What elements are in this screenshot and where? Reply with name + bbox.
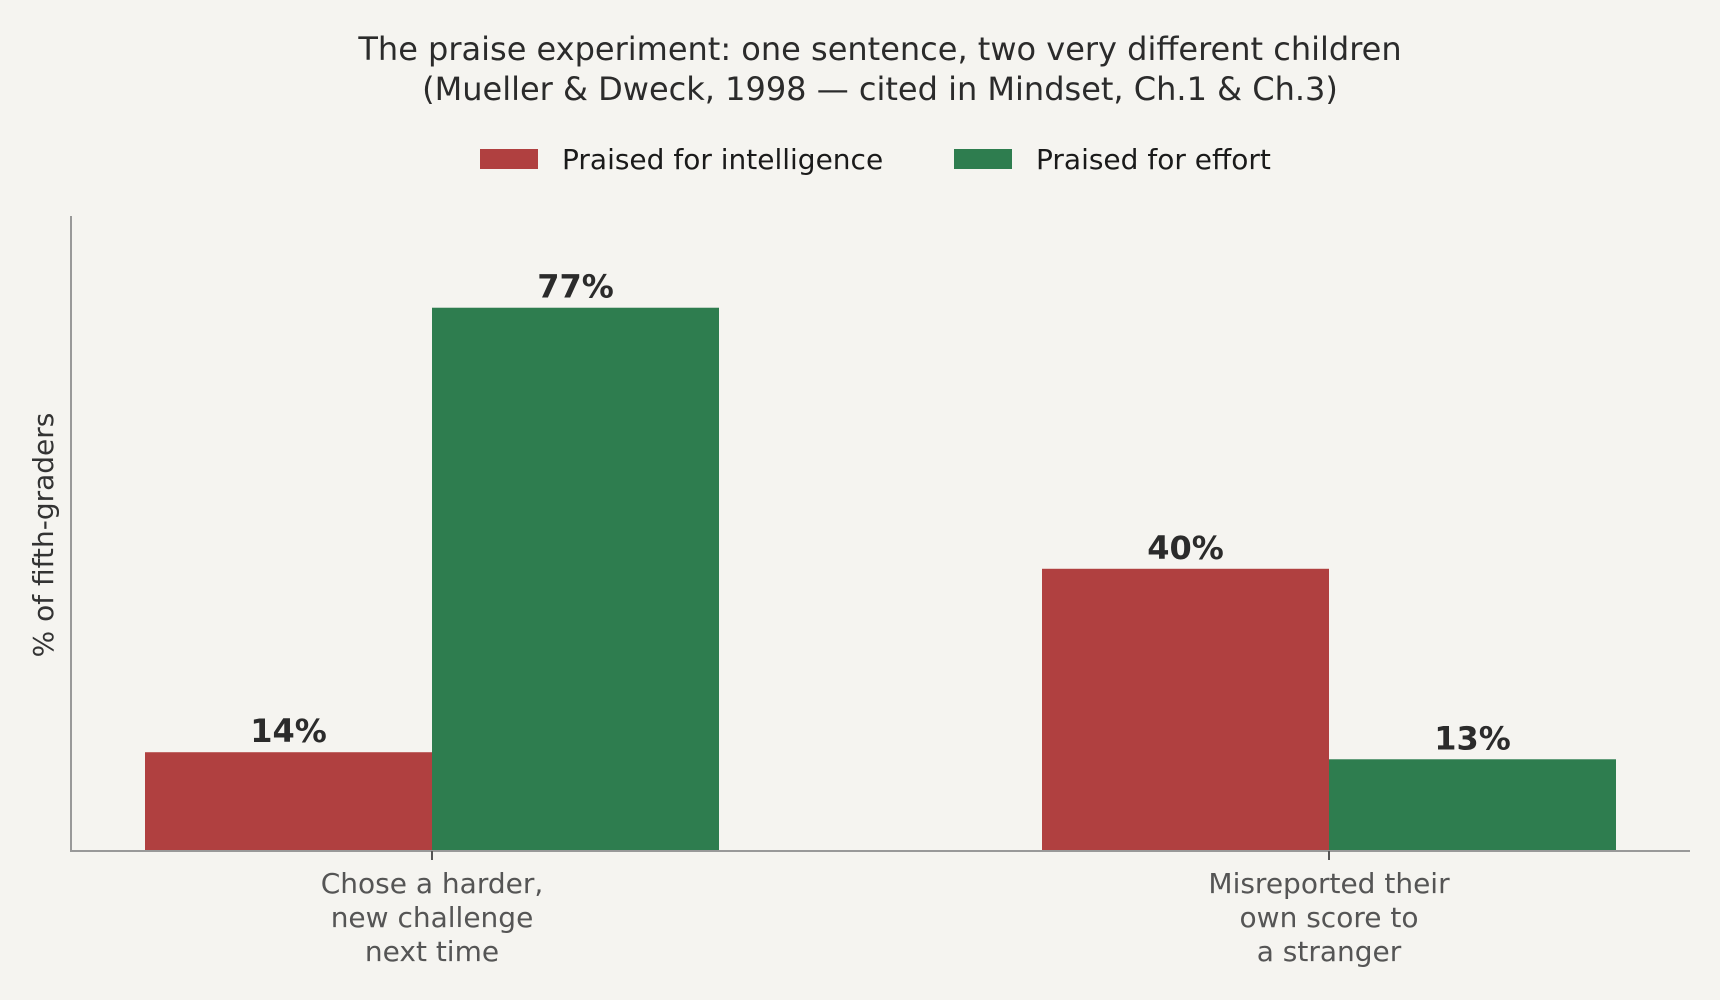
legend-swatch-effort bbox=[954, 149, 1012, 169]
bar-effort-2 bbox=[1329, 759, 1616, 851]
plot-area: 14% 77% 40% 13% bbox=[145, 268, 1616, 851]
bar-intelligence-1 bbox=[145, 752, 432, 851]
legend-swatch-intelligence bbox=[480, 149, 538, 169]
y-axis-label: % of fifth-graders bbox=[27, 413, 60, 658]
x-tick-label-1: Chose a harder, new challenge next time bbox=[321, 867, 544, 968]
x-tick-label-line: a stranger bbox=[1257, 935, 1402, 968]
legend: Praised for intelligence Praised for eff… bbox=[480, 143, 1271, 176]
x-tick-label-line: own score to bbox=[1240, 901, 1419, 934]
bar-effort-1 bbox=[432, 307, 719, 851]
chart-title-line-2: (Mueller & Dweck, 1998 — cited in Mindse… bbox=[422, 70, 1338, 108]
bar-value-label-intelligence-2: 40% bbox=[1147, 529, 1224, 567]
x-tick-label-line: Chose a harder, bbox=[321, 867, 544, 900]
bar-value-label-effort-2: 13% bbox=[1434, 719, 1511, 757]
x-tick-label-line: new challenge bbox=[331, 901, 534, 934]
x-tick-label-2: Misreported their own score to a stranger bbox=[1208, 867, 1450, 968]
chart-title-line-1: The praise experiment: one sentence, two… bbox=[357, 30, 1401, 68]
bar-intelligence-2 bbox=[1042, 568, 1329, 851]
legend-label-effort: Praised for effort bbox=[1036, 143, 1271, 176]
x-tick-label-line: next time bbox=[365, 935, 499, 968]
bar-value-label-effort-1: 77% bbox=[537, 268, 614, 306]
x-tick-label-line: Misreported their bbox=[1208, 867, 1450, 900]
legend-label-intelligence: Praised for intelligence bbox=[562, 143, 883, 176]
x-axis-ticks: Chose a harder, new challenge next time Mis… bbox=[321, 851, 1450, 968]
bar-value-label-intelligence-1: 14% bbox=[250, 712, 327, 750]
